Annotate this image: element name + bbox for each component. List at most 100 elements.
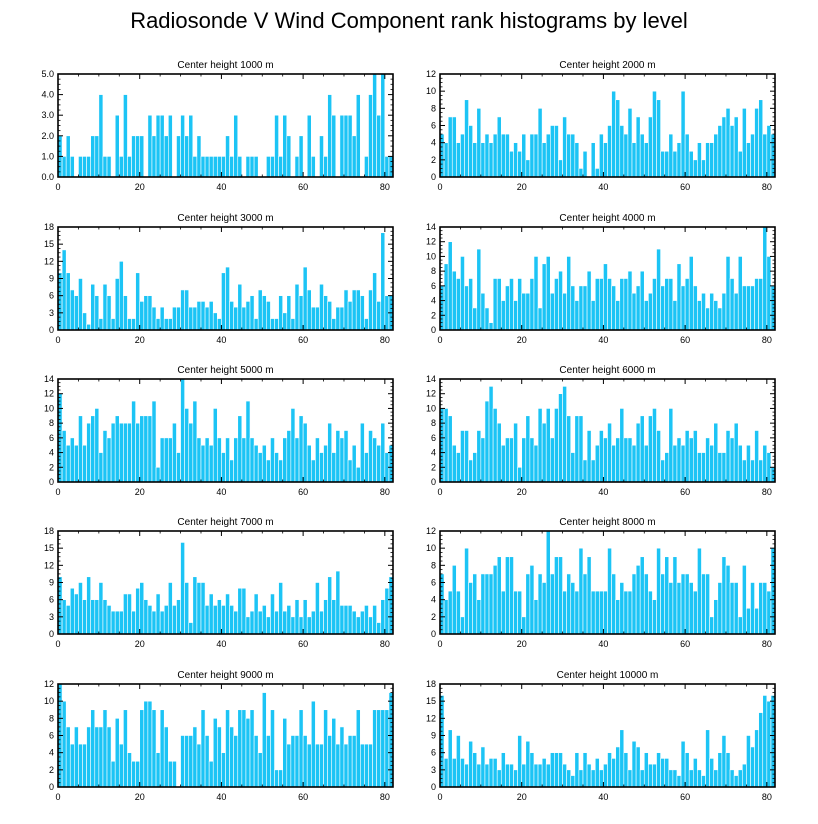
histogram-bar	[380, 599, 386, 635]
panel-title: Center height 9000 m	[177, 670, 273, 681]
histogram-bar	[147, 700, 153, 788]
histogram-bar	[492, 565, 498, 635]
histogram-bar	[123, 295, 128, 331]
histogram-bar	[208, 301, 214, 331]
histogram-bar	[180, 378, 185, 483]
histogram-bar	[147, 114, 153, 178]
histogram-bar	[221, 452, 226, 483]
histogram-bar	[541, 142, 547, 178]
histogram-bar	[372, 73, 377, 178]
histogram-bar	[217, 437, 222, 483]
histogram-bar	[672, 150, 678, 178]
histogram-bar	[762, 444, 768, 483]
histogram-bar	[513, 422, 518, 483]
histogram-bar	[541, 758, 547, 788]
histogram-bar	[270, 709, 275, 788]
histogram-bar	[155, 318, 161, 331]
histogram-bar	[261, 444, 267, 483]
histogram-bar	[599, 133, 604, 178]
y-tick-label: 14	[426, 222, 436, 232]
histogram-bar	[225, 437, 230, 483]
histogram-bar	[586, 430, 592, 483]
histogram-bar	[615, 437, 621, 483]
histogram-bar	[709, 444, 715, 483]
histogram-bar	[464, 285, 469, 331]
histogram-bar	[294, 735, 300, 788]
histogram-bar	[541, 422, 547, 483]
histogram-bar	[208, 760, 214, 788]
histogram-bar	[380, 422, 386, 483]
panel-title: Center height 8000 m	[559, 517, 655, 528]
histogram-bar	[717, 752, 723, 788]
histogram-bar	[639, 270, 645, 331]
histogram-bar	[368, 743, 373, 788]
histogram-bar	[294, 599, 300, 635]
histogram-bar	[676, 582, 682, 635]
histogram-bar	[163, 318, 169, 331]
histogram-bar	[168, 318, 173, 331]
histogram-bar	[364, 743, 369, 788]
histogram-bar	[163, 726, 169, 788]
histogram-bar	[627, 437, 633, 483]
y-tick-label: 0	[49, 477, 54, 487]
histogram-bar	[102, 599, 108, 635]
histogram-bar	[118, 610, 124, 635]
histogram-bar	[484, 307, 490, 331]
histogram-bar	[472, 307, 478, 331]
histogram-bar	[631, 444, 637, 483]
histogram-bar	[672, 444, 678, 483]
histogram-bar	[302, 422, 308, 483]
y-tick-label: 10	[44, 696, 54, 706]
y-tick-label: 3	[49, 308, 54, 318]
histogram-bar	[290, 318, 296, 331]
x-tick-label: 20	[517, 487, 527, 497]
histogram-bar	[127, 422, 132, 483]
histogram-bar	[631, 573, 637, 635]
histogram-bar	[590, 590, 596, 635]
histogram-bar	[721, 452, 727, 483]
histogram-bar	[484, 763, 490, 788]
histogram-bar	[676, 263, 682, 331]
histogram-bar	[754, 607, 759, 635]
histogram-bar	[360, 422, 365, 483]
histogram-bar	[488, 573, 494, 635]
histogram-bar	[680, 444, 686, 483]
histogram-bar	[517, 278, 523, 331]
histogram-bar	[278, 459, 283, 483]
histogram-bar	[701, 775, 706, 788]
histogram-bar	[331, 599, 337, 635]
histogram-bar	[319, 283, 324, 331]
histogram-bar	[118, 261, 124, 331]
histogram-bar	[468, 582, 473, 635]
histogram-bar	[159, 114, 165, 178]
histogram-bar	[376, 709, 382, 788]
histogram-bar	[709, 142, 715, 178]
histogram-bar	[151, 610, 157, 635]
histogram-bar	[368, 616, 373, 635]
y-tick-label: 2	[49, 765, 54, 775]
histogram-bar	[594, 444, 600, 483]
x-tick-label: 80	[762, 639, 772, 649]
histogram-bar	[664, 278, 670, 331]
histogram-bar	[335, 743, 341, 788]
histogram-bar	[517, 466, 523, 483]
histogram-bar	[339, 114, 345, 178]
y-tick-label: 6	[431, 578, 436, 588]
y-tick-label: 10	[426, 403, 436, 413]
histogram-bar	[688, 582, 694, 635]
histogram-bar	[447, 415, 453, 483]
histogram-bar	[611, 758, 616, 788]
histogram-bar	[364, 452, 369, 483]
histogram-bar	[570, 452, 576, 483]
histogram-bar	[208, 593, 214, 635]
histogram-bar	[192, 576, 198, 635]
y-tick-label: 4	[49, 448, 54, 458]
histogram-bar	[82, 743, 87, 788]
histogram-bar	[509, 278, 514, 331]
histogram-bar	[725, 256, 731, 331]
histogram-bar	[225, 135, 230, 178]
y-tick-label: 2	[431, 155, 436, 165]
x-tick-label: 20	[135, 182, 145, 192]
histogram-bar	[451, 444, 457, 483]
histogram-bar	[599, 278, 604, 331]
